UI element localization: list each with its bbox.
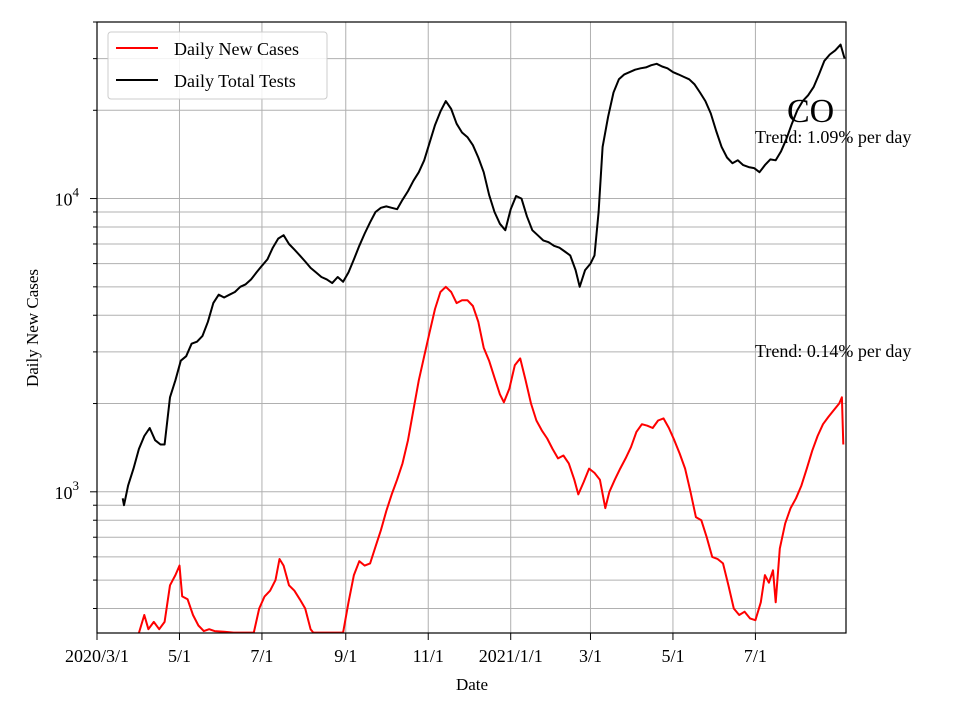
x-tick-label: 2021/1/1 [479,646,543,666]
y-axis-label: Daily New Cases [23,269,42,387]
series-line-daily-total-tests [121,43,846,507]
y-tick-label: 103 [55,478,80,503]
x-tick-label: 5/1 [168,646,191,666]
x-tick-label: 9/1 [334,646,357,666]
trend-annotation-cases: Trend: 0.14% per day [755,341,911,361]
y-tick-exponent: 3 [73,478,80,493]
y-tick-label: 104 [55,185,80,210]
trend-annotation-tests: Trend: 1.09% per day [755,127,911,147]
x-tick-label: 7/1 [744,646,767,666]
x-tick-label: 11/1 [413,646,444,666]
y-tick-base: 10 [55,483,73,503]
x-tick-label: 3/1 [579,646,602,666]
legend-label-daily-new-cases: Daily New Cases [174,39,299,59]
series-lines [121,43,846,633]
x-axis-label: Date [456,675,488,694]
legend: Daily New Cases Daily Total Tests [107,31,328,100]
y-tick-base: 10 [55,190,73,210]
legend-label-daily-total-tests: Daily Total Tests [174,71,296,91]
plot-frame [96,21,847,634]
x-tick-label: 5/1 [661,646,684,666]
x-tick-label: 7/1 [250,646,273,666]
x-tick-label: 2020/3/1 [65,646,129,666]
legend-box [107,31,328,100]
state-label: CO [787,93,834,130]
y-tick-exponent: 4 [73,185,80,200]
series-line-daily-new-cases [137,285,845,633]
